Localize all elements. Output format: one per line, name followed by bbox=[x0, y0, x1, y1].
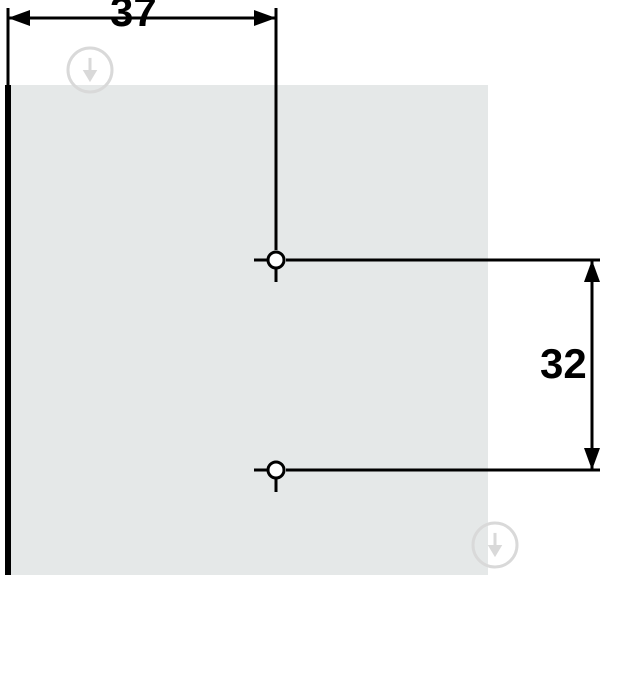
watermark-arrow-head bbox=[488, 545, 503, 557]
dimension-label-horizontal: 37 bbox=[110, 0, 157, 36]
dimension-label-vertical: 32 bbox=[540, 340, 587, 388]
arrowhead-left-icon bbox=[8, 10, 30, 26]
arrowhead-right-icon bbox=[254, 10, 276, 26]
arrowhead-up-icon bbox=[584, 260, 600, 282]
panel bbox=[8, 85, 488, 575]
hole-marker bbox=[268, 462, 284, 478]
watermark-arrow-head bbox=[83, 70, 98, 82]
diagram-canvas: 37 32 bbox=[0, 0, 625, 683]
arrowhead-down-icon bbox=[584, 448, 600, 470]
diagram-svg bbox=[0, 0, 625, 683]
hole-marker bbox=[268, 252, 284, 268]
